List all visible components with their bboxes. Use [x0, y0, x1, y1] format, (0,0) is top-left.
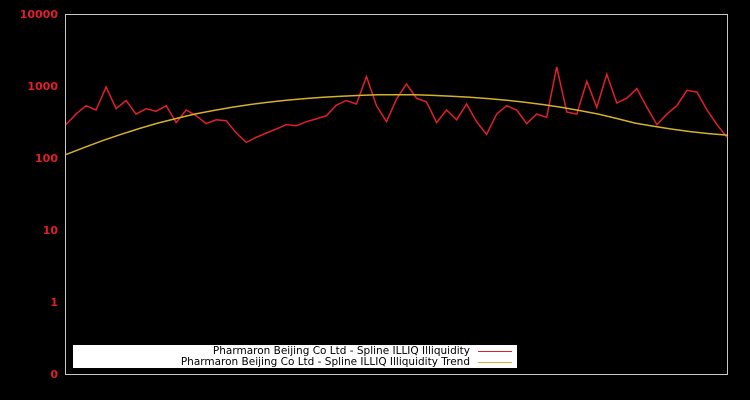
y-tick-1: 1: [50, 296, 58, 309]
legend-item-trend: Pharmaron Beijing Co Ltd - Spline ILLIQ …: [181, 357, 517, 368]
y-tick-1000: 1000: [27, 80, 58, 93]
legend-label: Pharmaron Beijing Co Ltd - Spline ILLIQ …: [180, 356, 470, 368]
y-tick-0: 0: [50, 368, 58, 381]
chart-legend: Pharmaron Beijing Co Ltd - Spline ILLIQ …: [73, 345, 517, 368]
y-tick-10000: 10000: [19, 8, 58, 21]
y-tick-100: 100: [35, 152, 58, 165]
y-tick-10: 10: [42, 224, 58, 237]
illiquidity-trend-line: [65, 93, 728, 156]
legend-swatch-red: [478, 351, 512, 352]
legend-item-illiquidity: Pharmaron Beijing Co Ltd - Spline ILLIQ …: [213, 346, 517, 357]
plot-area-frame: [65, 14, 728, 375]
legend-label: Pharmaron Beijing Co Ltd - Spline ILLIQ …: [212, 345, 470, 357]
illiquidity-line: [65, 66, 728, 144]
legend-swatch-yellow: [478, 362, 512, 363]
